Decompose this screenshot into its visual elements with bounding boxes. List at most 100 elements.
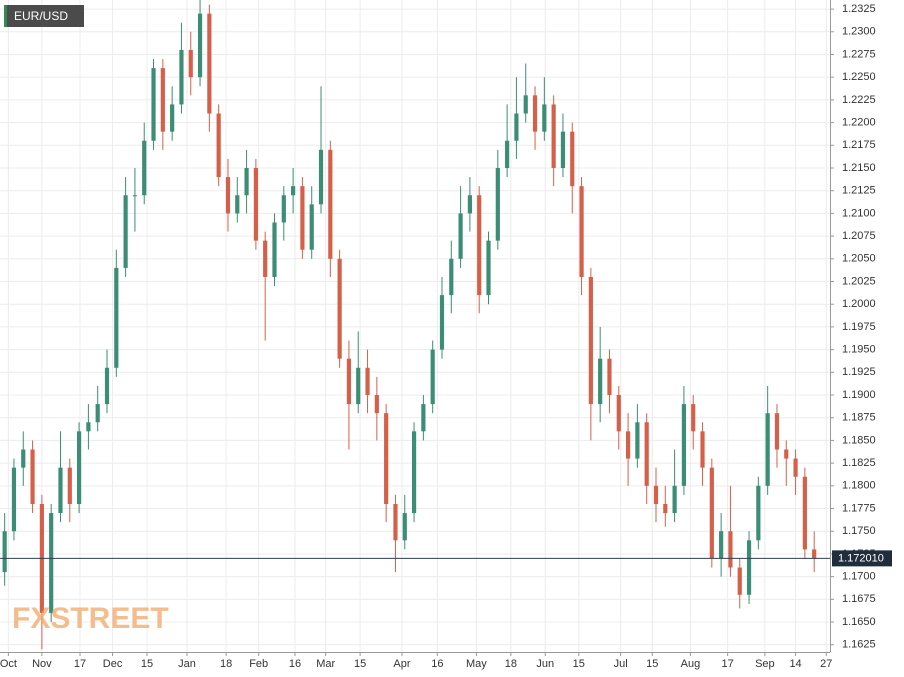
candle-body	[551, 104, 556, 168]
candle-body	[765, 413, 770, 486]
x-tick-label: Apr	[393, 658, 410, 670]
candle-body	[495, 167, 500, 241]
x-tick-label: 16	[431, 658, 443, 670]
candle-body	[216, 113, 221, 178]
candle-body	[523, 95, 528, 114]
candle-body	[700, 431, 705, 468]
candle-body	[365, 367, 370, 396]
candle-body	[737, 567, 742, 595]
x-tick-label: Jan	[178, 658, 196, 670]
y-tick-label: 1.2100	[842, 207, 876, 219]
y-tick-label: 1.1700	[842, 571, 876, 583]
candle-body	[318, 149, 324, 205]
candle-body	[170, 104, 175, 132]
candle-body	[793, 458, 798, 477]
x-tick-label: 27	[820, 658, 832, 670]
candle-body	[691, 404, 696, 432]
candle-body	[328, 149, 333, 259]
candle-body	[393, 503, 398, 541]
candle-body	[253, 167, 258, 241]
x-tick-label: Aug	[681, 658, 701, 670]
candle-body	[114, 267, 119, 368]
candle-body	[681, 404, 687, 486]
candle-body	[104, 367, 110, 405]
y-tick-label: 1.1675	[842, 593, 876, 605]
y-tick-label: 1.2000	[842, 298, 876, 310]
candle-body	[95, 404, 100, 423]
candle-body	[774, 413, 780, 450]
candle-body	[486, 240, 491, 296]
y-tick-label: 1.1650	[842, 616, 876, 628]
candle-body	[411, 431, 417, 514]
x-tick-label: 18	[505, 658, 517, 670]
candle-body	[244, 167, 249, 196]
x-tick-label: Mar	[316, 658, 335, 670]
candle-body	[309, 204, 314, 250]
candle-body	[2, 531, 7, 573]
candle-body	[384, 413, 389, 504]
candles	[2, 0, 817, 650]
candle-body	[644, 422, 649, 486]
x-tick-label: Oct	[0, 658, 17, 670]
candle-body	[30, 449, 35, 504]
last-price-box	[832, 550, 892, 567]
y-tick-label: 1.2025	[842, 275, 876, 287]
y-tick-label: 1.2225	[842, 94, 876, 106]
watermark: FXSTREET	[12, 602, 169, 635]
x-tick-label: 15	[646, 658, 658, 670]
candle-body	[86, 422, 91, 432]
x-tick-label: Feb	[249, 658, 268, 670]
x-tick-label: Jul	[614, 658, 628, 670]
y-tick-label: 1.2325	[842, 3, 876, 15]
candle-body	[58, 467, 63, 514]
candle-body	[402, 513, 407, 541]
y-tick-label: 1.2200	[842, 116, 876, 128]
x-tick-label: 17	[74, 658, 86, 670]
chart-title: EUR/USD	[14, 9, 68, 23]
candle-body	[449, 258, 454, 296]
candle-body	[197, 13, 203, 78]
y-tick-label: 1.1800	[842, 480, 876, 492]
x-tick-label: Nov	[32, 658, 52, 670]
x-tick-label: 15	[141, 658, 153, 670]
candle-body	[458, 213, 463, 259]
candle-body	[225, 177, 231, 214]
candle-body	[337, 258, 342, 359]
title-accent	[4, 5, 7, 27]
candle-body	[756, 485, 761, 541]
candle-body	[607, 358, 612, 396]
candle-body	[672, 485, 677, 514]
candle-body	[802, 476, 807, 550]
candle-body	[421, 404, 426, 432]
x-tick-label: Jun	[536, 658, 554, 670]
candle-body	[188, 49, 193, 78]
candle-body	[560, 131, 566, 168]
y-tick-label: 1.1825	[842, 457, 876, 469]
candle-body	[625, 431, 631, 459]
candle-body	[728, 531, 733, 568]
title-box	[4, 5, 84, 27]
candle-body	[132, 195, 138, 197]
candle-body	[532, 95, 538, 132]
candle-body	[570, 131, 575, 187]
candle-body	[346, 358, 352, 405]
candle-body	[49, 513, 54, 613]
candle-body	[123, 195, 128, 268]
y-tick-label: 1.2250	[842, 71, 876, 83]
x-tick-label: 18	[220, 658, 232, 670]
candle-body	[467, 195, 472, 214]
x-tick-label: 14	[789, 658, 801, 670]
candle-body	[514, 113, 519, 141]
y-tick-label: 1.1950	[842, 344, 876, 356]
candle-body	[430, 349, 435, 405]
candle-body	[300, 186, 305, 250]
y-tick-label: 1.1750	[842, 525, 876, 537]
candle-body	[746, 540, 752, 595]
candle-body	[142, 140, 147, 196]
y-tick-label: 1.1925	[842, 366, 876, 378]
candle-body	[784, 449, 789, 459]
candle-body	[356, 367, 361, 405]
candle-body	[76, 431, 82, 504]
